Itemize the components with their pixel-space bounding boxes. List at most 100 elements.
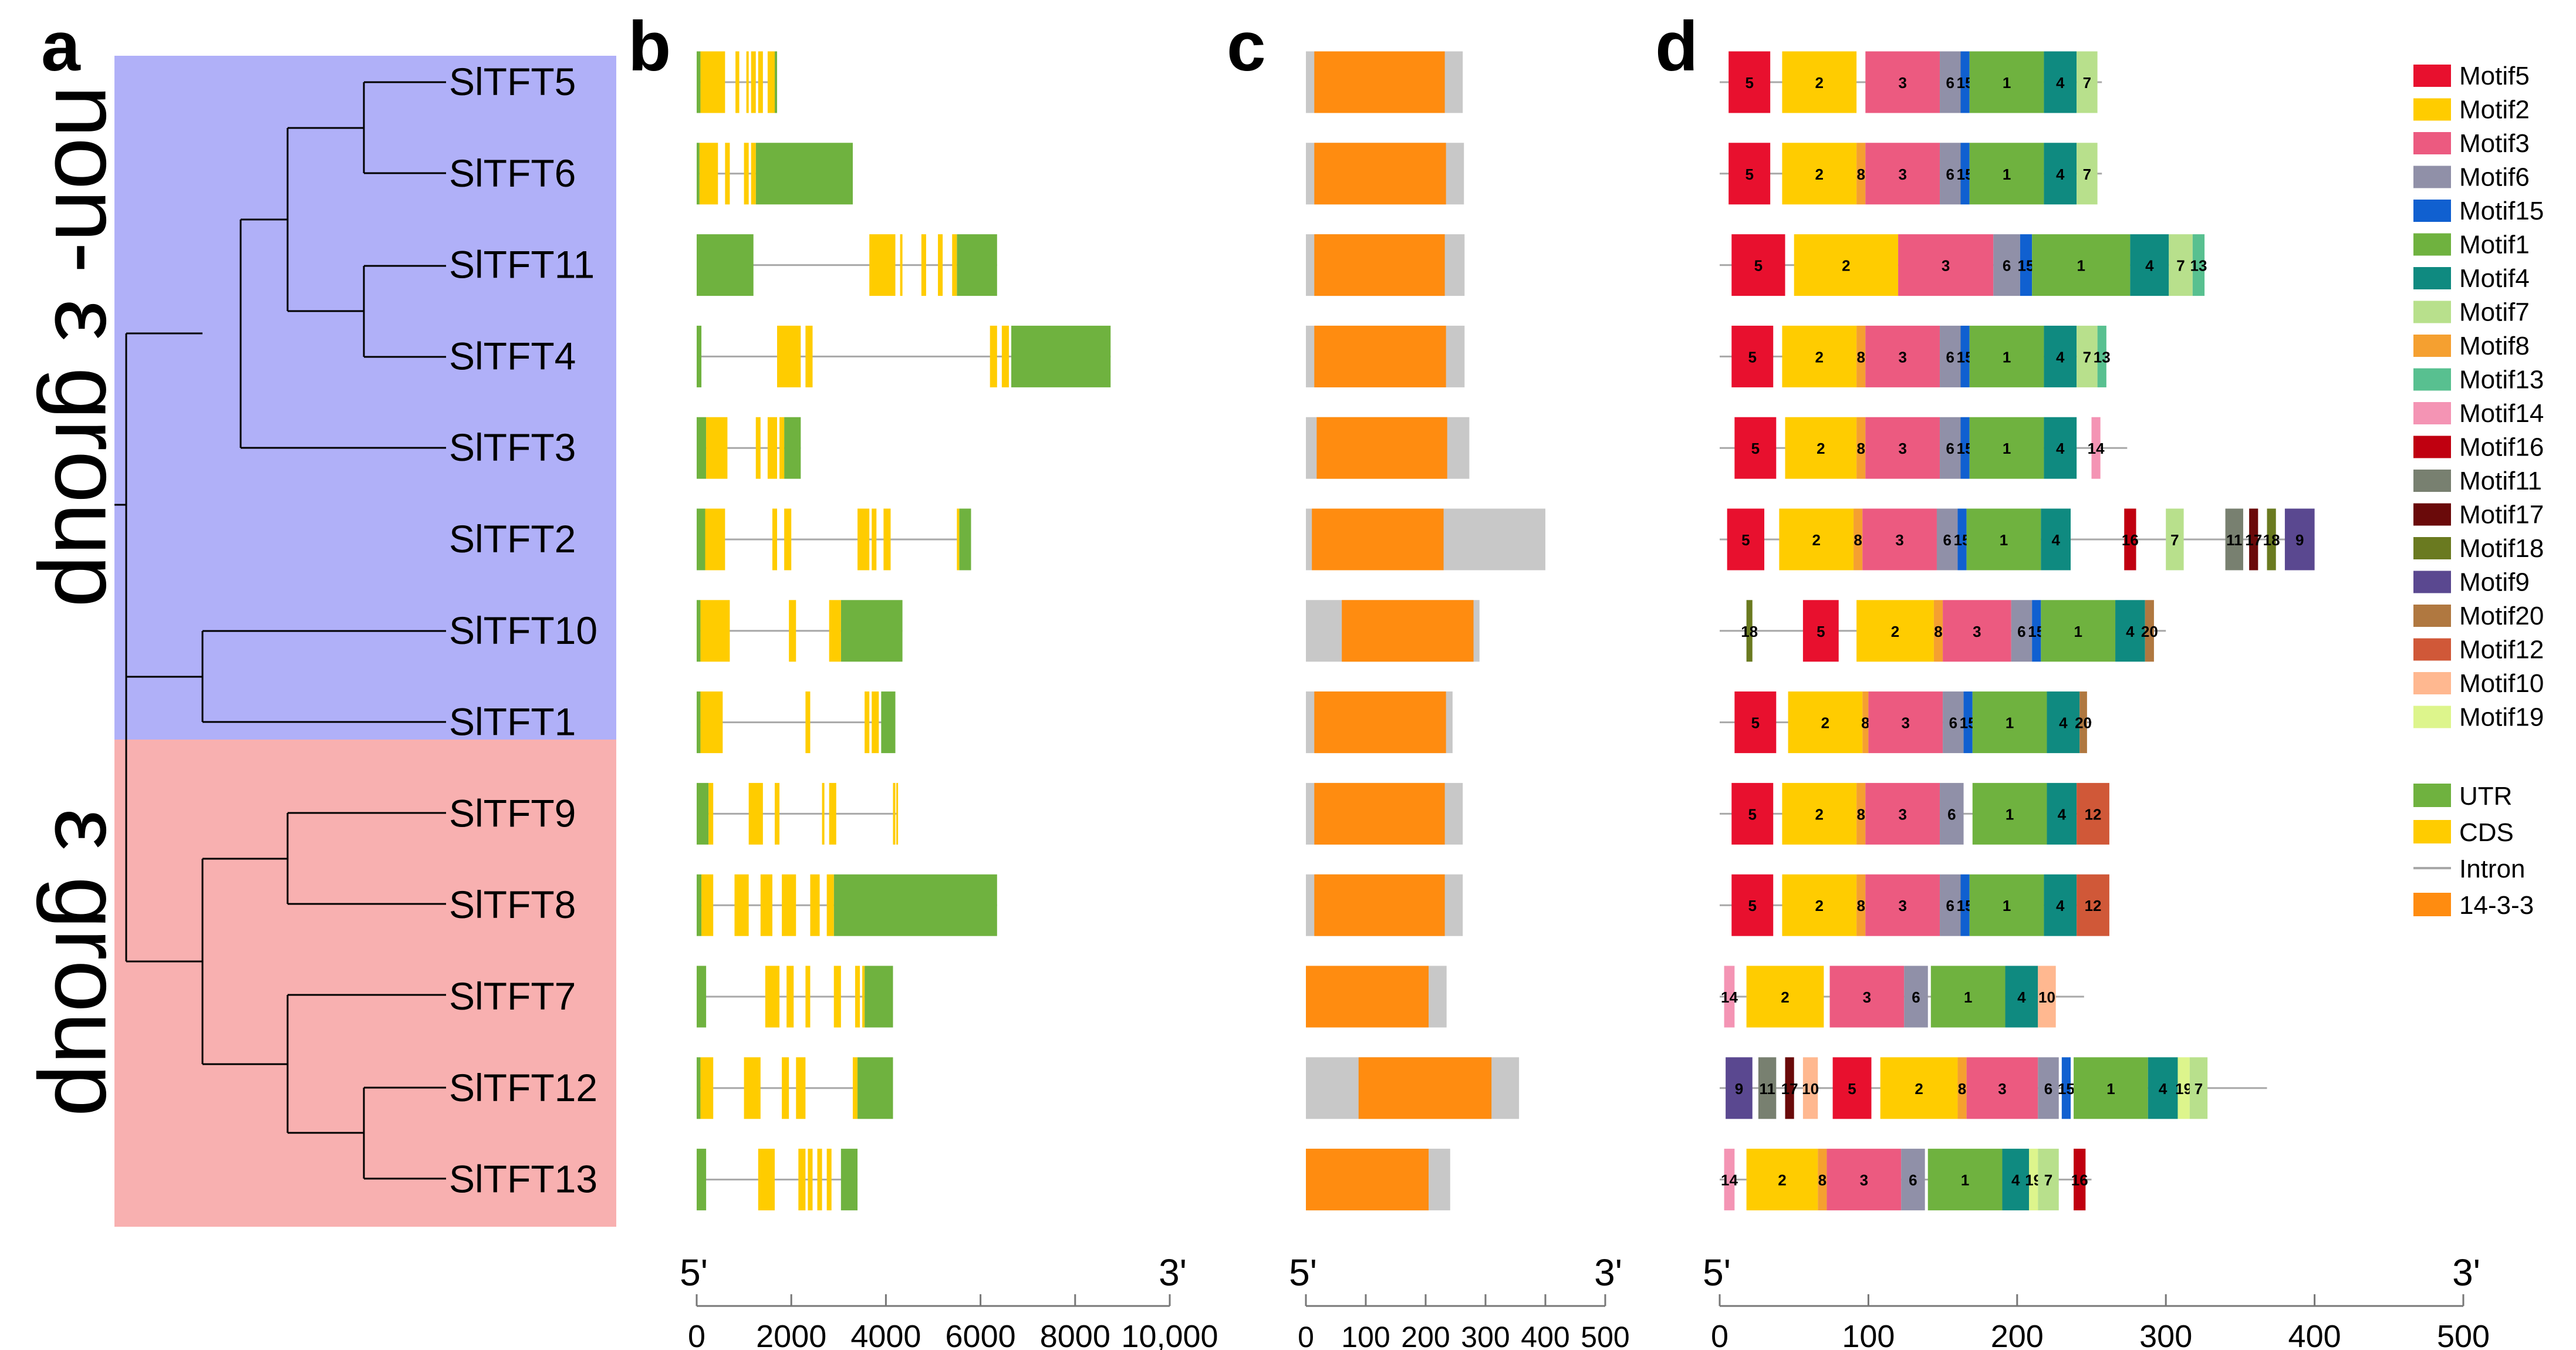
utr-segment: [697, 966, 707, 1028]
motif-number: 1: [2106, 1080, 2115, 1098]
motif-box: [1933, 600, 1943, 662]
14-3-3-domain: [1314, 234, 1445, 296]
cds-segment: [896, 782, 899, 845]
motif-box: [1728, 143, 1771, 205]
motif-number: 2: [1781, 988, 1789, 1006]
14-3-3-domain: [1306, 1149, 1429, 1211]
motif-box: [2189, 1057, 2208, 1119]
legend-label: CDS: [2459, 818, 2514, 847]
cds-segment: [706, 417, 728, 479]
axis-tick-label: 10,000: [1121, 1319, 1218, 1350]
motif-box: [1746, 600, 1753, 662]
epsilon-group-label: ε group: [36, 809, 141, 1117]
legend-swatch: [2413, 132, 2451, 154]
protein-model: [1306, 874, 1463, 936]
axis-tick-label: 0: [1711, 1319, 1728, 1350]
motif-number: 1: [2006, 714, 2014, 732]
motif-number: 3: [1942, 257, 1950, 275]
motif-number: 6: [1946, 897, 1954, 914]
cds-segment: [808, 1149, 813, 1211]
motif-box: [2002, 1149, 2030, 1211]
legend-swatch: [2413, 893, 2451, 916]
motif-number: 1: [2003, 897, 2011, 914]
motif-box: [1969, 874, 2044, 936]
axis-start-label: 5': [1703, 1251, 1731, 1294]
motif-number: 10: [1802, 1080, 1819, 1098]
motif-number: 4: [2056, 74, 2065, 92]
legend-label: Motif11: [2459, 467, 2542, 495]
gene-label: SlTFT4: [449, 334, 576, 377]
motif-box: [2044, 325, 2077, 387]
utr-segment: [697, 417, 707, 479]
axis-tick-label: 100: [1842, 1319, 1895, 1350]
axis-end-label: 3': [1594, 1251, 1622, 1294]
cds-segment: [708, 782, 714, 845]
utr-segment: [697, 143, 700, 205]
motif-number: 4: [2058, 805, 2067, 823]
legend-swatch: [2413, 65, 2451, 87]
motif-box: [2020, 234, 2033, 296]
axis-tick-label: 6000: [946, 1319, 1016, 1350]
cds-segment: [796, 1057, 806, 1119]
utr-segment: [697, 1057, 701, 1119]
motif-number: 3: [1898, 897, 1906, 914]
motif-box: [1972, 691, 2047, 754]
motif-box: [1966, 1057, 2038, 1119]
motif-number: 5: [1751, 440, 1760, 457]
motif-number: 8: [1818, 1172, 1827, 1189]
legend-label: Motif14: [2459, 399, 2544, 428]
motif-number: 16: [2122, 531, 2139, 549]
cds-segment: [760, 874, 772, 936]
motif-box: [1940, 874, 1961, 936]
motif-number: 13: [2190, 257, 2207, 275]
motif-box: [2148, 1057, 2178, 1119]
gene-model: [697, 325, 1111, 387]
motif-number: 5: [1817, 623, 1825, 640]
cds-segment: [869, 234, 896, 296]
gene-model: [697, 234, 997, 296]
motif-number: 20: [2141, 623, 2158, 640]
gene-label: SlTFT6: [449, 151, 576, 195]
motif-box: [1827, 1149, 1902, 1211]
motif-box: [1993, 234, 2020, 296]
motif-number: 1: [2006, 805, 2014, 823]
motif-number: 6: [2003, 257, 2011, 275]
14-3-3-domain: [1306, 966, 1429, 1028]
motif-number: 14: [2088, 440, 2105, 457]
gene-label: SlTFT5: [449, 60, 576, 103]
utr-segment: [1011, 325, 1111, 387]
motif-box: [2074, 1057, 2148, 1119]
motif-box: [2077, 782, 2109, 845]
utr-segment: [881, 691, 896, 754]
motif-box: [1728, 51, 1771, 113]
legend-swatch: [2413, 638, 2451, 661]
motif-number: 8: [1856, 897, 1865, 914]
cds-segment: [725, 143, 730, 205]
cds-segment: [746, 51, 749, 113]
motif-number: 13: [2094, 348, 2111, 366]
panel-label-c: c: [1227, 7, 1266, 86]
motif-number: 1: [2003, 348, 2011, 366]
legend-label: Motif19: [2459, 703, 2544, 732]
cds-segment: [833, 966, 841, 1028]
motif-box: [1969, 51, 2044, 113]
motif-panel: 5 2 3 6 15 1 4 75 2 8 3 6 15 1 4 75 2 3 6 15 1 4 7 135 2 8 3 6 15 1 4 7…: [1703, 51, 2490, 1350]
gene-label: SlTFT13: [449, 1157, 597, 1201]
motif-box: [2249, 508, 2258, 571]
motif-box: [1966, 508, 2041, 571]
motif-number: 2: [1815, 166, 1824, 183]
cds-segment: [758, 1149, 775, 1211]
motif-number: 5: [1745, 74, 1753, 92]
cds-segment: [782, 874, 796, 936]
motif-box: [1904, 966, 1928, 1028]
axis-tick-label: 4000: [850, 1319, 921, 1350]
legend-label: Motif12: [2459, 636, 2544, 664]
motif-box: [1972, 782, 2047, 845]
axis-tick-label: 0: [1298, 1321, 1314, 1350]
motif-number: 4: [2056, 166, 2065, 183]
legend-swatch: [2413, 436, 2451, 458]
motif-number: 17: [1781, 1080, 1798, 1098]
cds-segment: [817, 1149, 822, 1211]
cds-segment: [744, 1057, 761, 1119]
axis-end-label: 3': [1159, 1251, 1187, 1294]
